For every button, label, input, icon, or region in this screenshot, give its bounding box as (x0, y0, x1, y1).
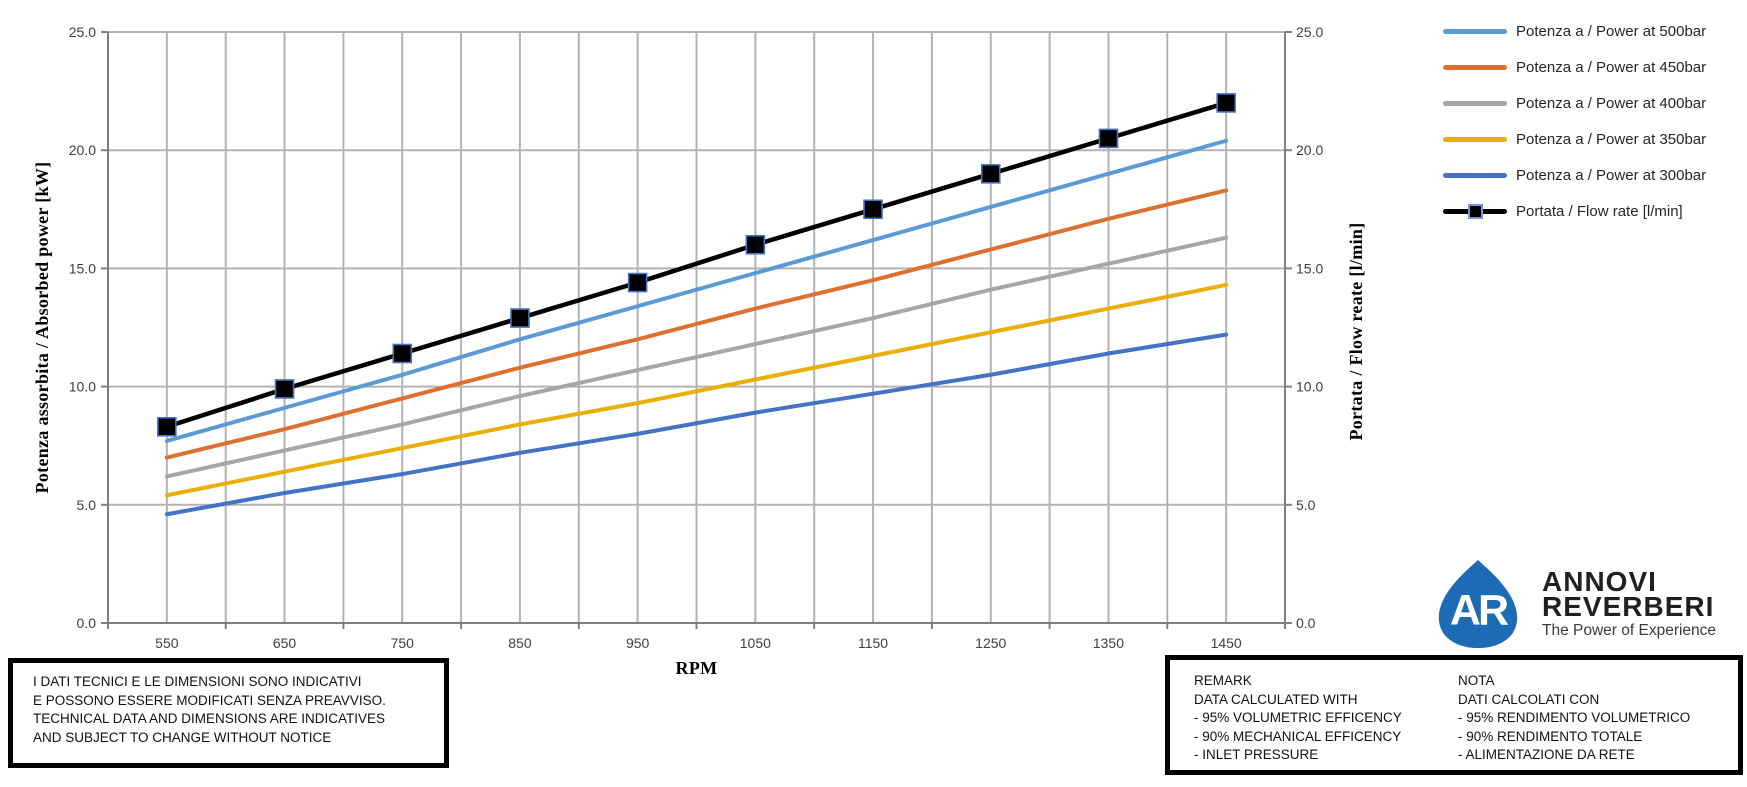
disclaimer-line: AND SUBJECT TO CHANGE WITHOUT NOTICE (33, 729, 332, 745)
nota-line: - ALIMENTAZIONE DA RETE (1458, 747, 1635, 762)
flow-data-marker (1216, 93, 1236, 113)
disclaimer-line: TECHNICAL DATA AND DIMENSIONS ARE INDICA… (33, 711, 386, 726)
remark-line: DATA CALCULATED WITH (1194, 691, 1358, 707)
brand-name-line1: ANNOVI (1542, 565, 1657, 597)
disclaimer-box: I DATI TECNICI E LE DIMENSIONI SONO INDI… (8, 658, 449, 768)
flow-data-marker (1098, 128, 1119, 149)
series-line-2 (164, 235, 1229, 479)
remark-line: - 95% VOLUMETRIC EFFICENCY (1194, 710, 1402, 725)
brand-logo: AR ANNOVI REVERBERI The Power of Experie… (1428, 556, 1747, 652)
remark-column-italian: NOTA DATI CALCOLATI CON - 95% RENDIMENTO… (1458, 672, 1690, 765)
disclaimer-line: I DATI TECNICI E LE DIMENSIONI SONO INDI… (33, 674, 362, 689)
legend-item-flow-rate: Portata / Flow rate [l/min] (1443, 193, 1706, 229)
legend-label: Potenza a / Power at 400bar (1516, 94, 1707, 112)
legend-label: Potenza a / Power at 450bar (1516, 58, 1707, 76)
series-line-4 (164, 332, 1229, 517)
x-tick-label: 850 (508, 635, 532, 651)
legend-swatch-450bar-icon (1443, 64, 1507, 70)
flow-data-marker (157, 416, 177, 437)
remark-column-english: REMARK DATA CALCULATED WITH - 95% VOLUME… (1194, 672, 1402, 765)
remark-line: - 90% MECHANICAL EFFICENCY (1194, 728, 1402, 744)
y-tick-label-right: 25.0 (1296, 24, 1323, 40)
x-tick-label: 1150 (858, 635, 888, 651)
x-axis-title: RPM (676, 658, 718, 678)
legend-swatch-300bar-icon (1443, 172, 1507, 178)
y-tick-label-right: 20.0 (1296, 142, 1323, 158)
x-tick-label: 650 (273, 635, 297, 651)
y-tick-label-right: 10.0 (1296, 379, 1323, 395)
x-tick-label: 1450 (1211, 635, 1242, 651)
x-tick-label: 750 (391, 635, 415, 651)
x-tick-label: 1050 (740, 635, 771, 651)
brand-text: ANNOVI REVERBERI The Power of Experience (1542, 565, 1717, 640)
y-tick-label-left: 20.0 (69, 142, 96, 158)
y-tick-label-left: 5.0 (77, 497, 97, 513)
flow-data-marker (392, 343, 413, 364)
legend-label: Potenza a / Power at 300bar (1516, 166, 1707, 184)
x-tick-label: 1350 (1093, 635, 1124, 651)
x-tick-label: 550 (155, 635, 179, 651)
brand-name-line2: REVERBERI (1542, 590, 1715, 622)
legend-item-power-350bar: Potenza a / Power at 350bar (1443, 121, 1706, 157)
remark-line: - INLET PRESSURE (1194, 747, 1319, 762)
legend-item-power-500bar: Potenza a / Power at 500bar (1443, 13, 1706, 49)
nota-line: - 95% RENDIMENTO VOLUMETRICO (1458, 710, 1691, 725)
legend-swatch-400bar-icon (1443, 100, 1507, 106)
series-line-5 (164, 100, 1229, 430)
nota-line: DATI CALCOLATI CON (1458, 691, 1600, 707)
legend-label: Portata / Flow rate [l/min] (1516, 202, 1683, 220)
y-tick-label-left: 25.0 (69, 24, 96, 40)
flow-data-marker (274, 379, 295, 399)
flow-data-marker (980, 164, 1001, 184)
legend-item-power-300bar: Potenza a / Power at 300bar (1443, 157, 1706, 193)
legend-label: Potenza a / Power at 350bar (1516, 130, 1707, 148)
legend-item-power-450bar: Potenza a / Power at 450bar (1443, 49, 1706, 85)
legend-label: Potenza a / Power at 500bar (1516, 22, 1707, 40)
x-tick-label: 1250 (975, 635, 1006, 651)
y-axis-title-right: Portata / Flow reate [l/min] (1346, 222, 1366, 440)
nota-line: NOTA (1458, 673, 1495, 688)
series-line-3 (164, 282, 1229, 498)
legend-item-power-400bar: Potenza a / Power at 400bar (1443, 85, 1706, 121)
legend-swatch-350bar-icon (1443, 136, 1507, 142)
flow-data-marker (510, 308, 530, 328)
brand-tagline: The Power of Experience (1542, 621, 1717, 639)
flow-data-marker (863, 199, 883, 220)
y-tick-label-right: 15.0 (1296, 260, 1323, 276)
y-tick-label-left: 10.0 (69, 379, 96, 395)
remark-line: REMARK (1194, 673, 1252, 688)
x-tick-label: 950 (626, 635, 650, 651)
nota-line: - 90% RENDIMENTO TOTALE (1458, 728, 1643, 744)
y-tick-label-left: 15.0 (69, 260, 96, 276)
remark-box: REMARK DATA CALCULATED WITH - 95% VOLUME… (1165, 655, 1743, 775)
disclaimer-line: E POSSONO ESSERE MODIFICATI SENZA PREAVV… (33, 692, 386, 708)
legend-swatch-500bar-icon (1443, 28, 1507, 34)
chart-legend: Potenza a / Power at 500bar Potenza a / … (1443, 13, 1706, 229)
flow-data-marker (627, 272, 648, 293)
y-axis-title-left: Potenza assorbita / Absorbed power [kW] (32, 162, 52, 494)
series-line-1 (164, 188, 1229, 460)
y-tick-label-right: 0.0 (1296, 615, 1316, 631)
y-tick-label-right: 5.0 (1296, 497, 1316, 513)
flow-marker-icon (1467, 203, 1483, 219)
y-tick-label-left: 0.0 (77, 615, 97, 631)
series-line-0 (164, 138, 1229, 443)
flow-data-marker (745, 234, 766, 255)
ar-monogram: AR (1450, 587, 1509, 635)
legend-swatch-flow-icon (1443, 203, 1507, 219)
ar-emblem-icon: AR (1438, 559, 1518, 649)
